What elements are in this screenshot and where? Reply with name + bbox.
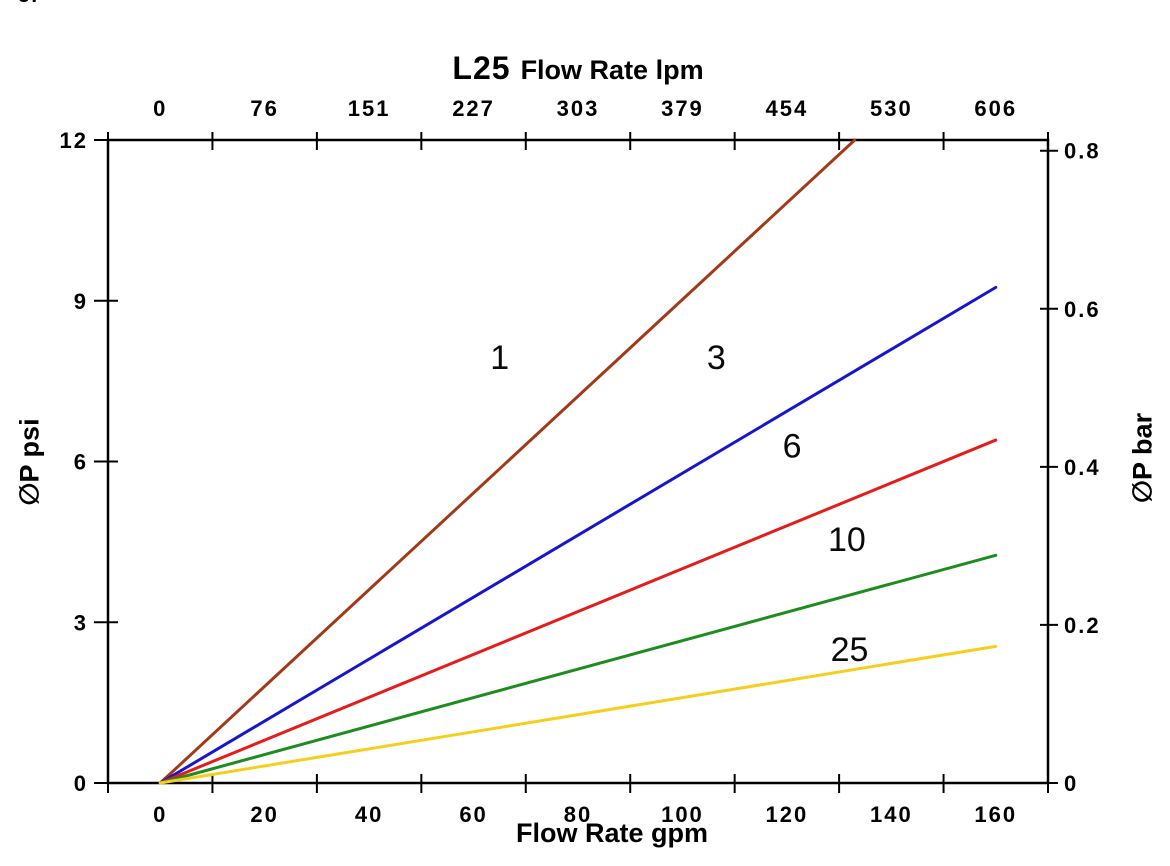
series-line-6 (158, 438, 998, 785)
plot-frame (106, 138, 1050, 785)
bottom-axis-title: Flow Rate gpm (515, 818, 709, 848)
top-tick-label-lpm: 530 (870, 96, 913, 121)
series-line-3 (158, 285, 998, 785)
cropped-page-number: 37 (18, 0, 41, 8)
top-tick-label-lpm: 0 (153, 96, 167, 121)
bottom-tick-label-gpm: 60 (459, 802, 487, 827)
top-tick-label-lpm: 151 (348, 96, 391, 121)
bottom-tick-label-gpm: 120 (766, 802, 809, 827)
bottom-tick-label-gpm: 80 (564, 802, 592, 827)
series-label-1: 1 (490, 339, 509, 377)
series-line-1 (158, 138, 857, 785)
series-label-25: 25 (831, 631, 869, 669)
model-code-label: L25 (452, 50, 511, 86)
right-tick-label-bar: 0.8 (1064, 139, 1101, 164)
series-line-10 (158, 553, 998, 785)
left-tick-label-psi: 0 (74, 771, 88, 796)
left-axis-title: ∅P psi (14, 418, 45, 506)
bottom-tick-label-gpm: 40 (355, 802, 383, 827)
series-label-6: 6 (783, 427, 802, 465)
right-axis-title: ∅P bar (1127, 412, 1158, 504)
right-tick-label-bar: 0.4 (1064, 455, 1101, 480)
right-tick-label-bar: 0 (1064, 771, 1078, 796)
top-axis-title: Flow Rate lpm (520, 55, 704, 85)
right-tick-label-bar: 0.2 (1064, 613, 1101, 638)
bottom-tick-label-gpm: 20 (250, 802, 278, 827)
top-tick-label-lpm: 227 (452, 96, 495, 121)
series-line-25 (158, 644, 998, 785)
top-tick-label-lpm: 454 (766, 96, 809, 121)
series-label-3: 3 (707, 339, 726, 377)
bottom-tick-label-gpm: 160 (974, 802, 1017, 827)
top-tick-label-lpm: 379 (661, 96, 704, 121)
top-tick-label-lpm: 606 (974, 96, 1017, 121)
left-tick-label-psi: 3 (74, 610, 88, 635)
bottom-tick-label-gpm: 0 (153, 802, 167, 827)
bottom-tick-label-gpm: 140 (870, 802, 913, 827)
top-tick-label-lpm: 76 (250, 96, 278, 121)
right-tick-label-bar: 0.6 (1064, 297, 1101, 322)
bottom-tick-label-gpm: 100 (661, 802, 704, 827)
series-label-10: 10 (828, 521, 866, 559)
left-tick-label-psi: 6 (74, 450, 88, 475)
left-tick-label-psi: 12 (60, 128, 88, 153)
chart-title: L25 Flow Rate lpm (108, 50, 1048, 87)
top-tick-label-lpm: 303 (557, 96, 600, 121)
left-tick-label-psi: 9 (74, 289, 88, 314)
